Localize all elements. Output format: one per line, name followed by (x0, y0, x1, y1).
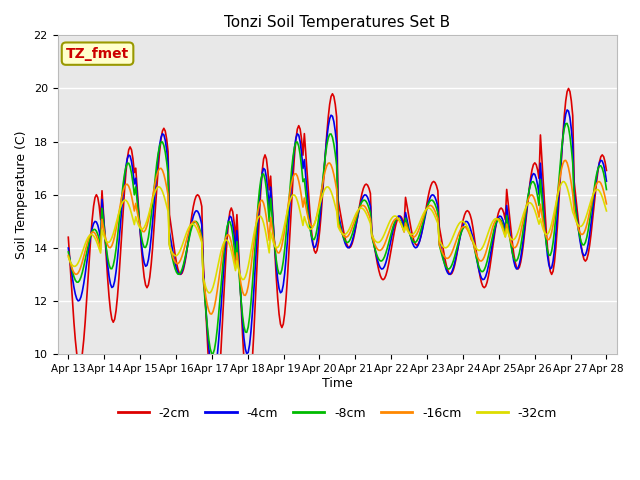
Title: Tonzi Soil Temperatures Set B: Tonzi Soil Temperatures Set B (224, 15, 451, 30)
Y-axis label: Soil Temperature (C): Soil Temperature (C) (15, 131, 28, 259)
Text: TZ_fmet: TZ_fmet (66, 47, 129, 60)
X-axis label: Time: Time (322, 377, 353, 390)
Legend: -2cm, -4cm, -8cm, -16cm, -32cm: -2cm, -4cm, -8cm, -16cm, -32cm (113, 402, 562, 425)
